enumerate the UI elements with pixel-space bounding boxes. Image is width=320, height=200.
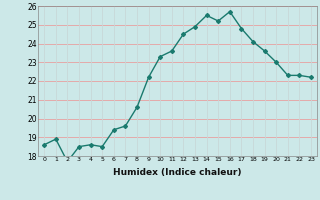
- X-axis label: Humidex (Indice chaleur): Humidex (Indice chaleur): [113, 168, 242, 177]
